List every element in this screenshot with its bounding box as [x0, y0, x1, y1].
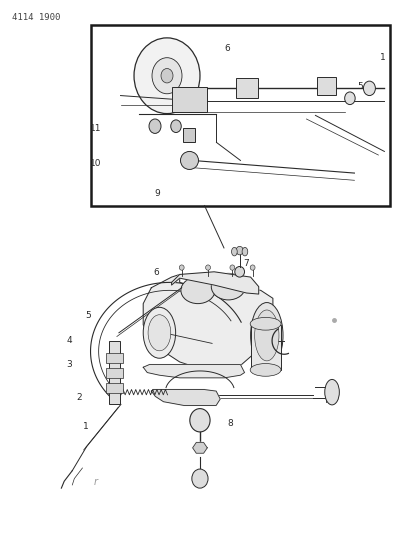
Polygon shape	[172, 272, 259, 294]
Ellipse shape	[134, 38, 200, 114]
Polygon shape	[151, 390, 220, 406]
Ellipse shape	[250, 265, 255, 270]
Bar	[106, 368, 123, 378]
Text: 4: 4	[67, 336, 72, 345]
Ellipse shape	[250, 364, 281, 376]
Ellipse shape	[235, 266, 244, 277]
Bar	[171, 86, 208, 112]
Ellipse shape	[325, 379, 339, 405]
Ellipse shape	[255, 310, 279, 361]
Ellipse shape	[143, 308, 175, 358]
Ellipse shape	[230, 265, 235, 270]
Ellipse shape	[161, 69, 173, 83]
Ellipse shape	[250, 317, 281, 330]
Ellipse shape	[345, 92, 355, 104]
Polygon shape	[143, 365, 244, 378]
Ellipse shape	[190, 409, 210, 432]
Bar	[317, 77, 337, 95]
Bar	[91, 25, 390, 206]
Ellipse shape	[179, 265, 184, 270]
Text: 1: 1	[380, 53, 386, 62]
Ellipse shape	[180, 151, 198, 169]
Text: 3: 3	[67, 360, 72, 369]
Text: 9: 9	[155, 189, 160, 198]
Ellipse shape	[232, 247, 237, 256]
Ellipse shape	[364, 81, 375, 95]
Text: 10: 10	[91, 159, 102, 167]
Bar	[106, 353, 123, 363]
Text: 5: 5	[85, 311, 91, 320]
Text: 4114 1900: 4114 1900	[11, 13, 60, 22]
Ellipse shape	[206, 265, 211, 270]
Bar	[236, 77, 258, 98]
Ellipse shape	[171, 120, 181, 133]
Text: 6: 6	[154, 268, 160, 277]
Bar	[106, 383, 123, 393]
Text: 7: 7	[244, 260, 249, 268]
Bar	[109, 341, 120, 405]
Ellipse shape	[251, 303, 283, 368]
Ellipse shape	[242, 247, 248, 256]
Polygon shape	[193, 442, 207, 453]
Ellipse shape	[181, 277, 215, 304]
Text: r: r	[94, 477, 98, 487]
Ellipse shape	[148, 315, 171, 351]
Ellipse shape	[192, 469, 208, 488]
Ellipse shape	[236, 246, 243, 255]
Ellipse shape	[149, 119, 161, 133]
Text: 8: 8	[228, 419, 233, 429]
Polygon shape	[143, 274, 273, 373]
Text: 6: 6	[225, 44, 231, 53]
Ellipse shape	[152, 58, 182, 94]
Text: 11: 11	[91, 124, 102, 133]
Bar	[251, 325, 281, 370]
Text: 5: 5	[357, 82, 363, 91]
Ellipse shape	[211, 273, 245, 300]
Bar	[184, 128, 195, 142]
Text: 1: 1	[83, 422, 89, 431]
Text: 2: 2	[77, 393, 82, 402]
